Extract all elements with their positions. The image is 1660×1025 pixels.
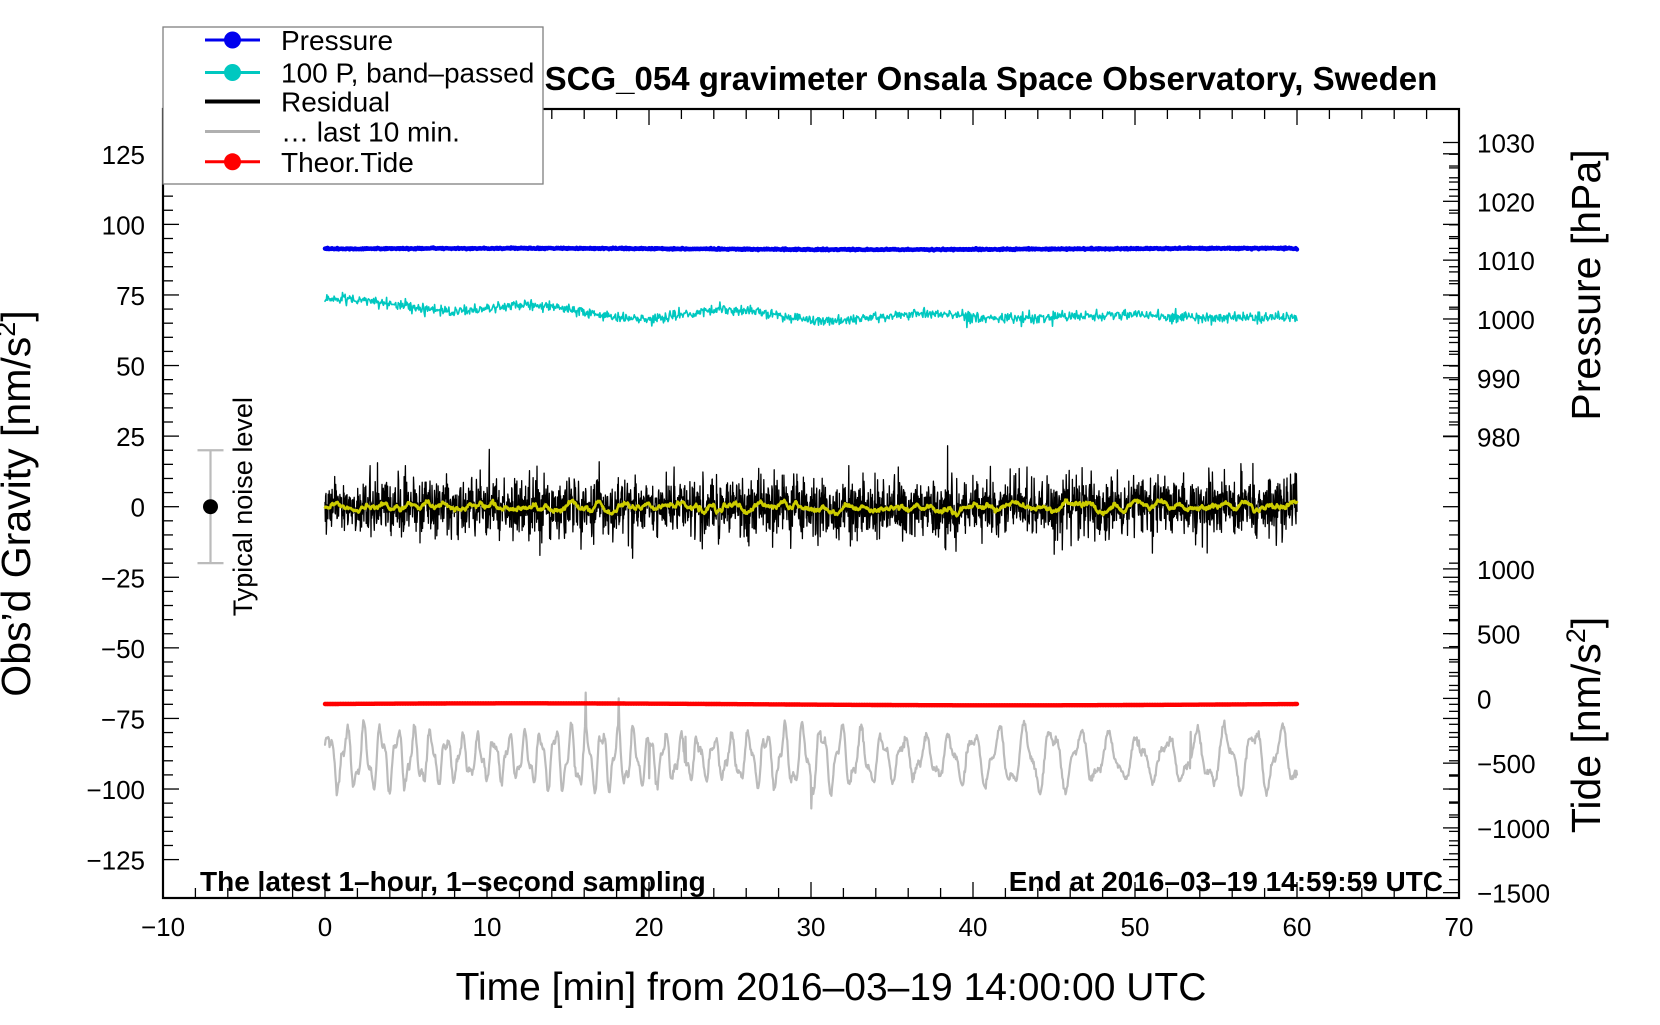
svg-text:1020: 1020: [1477, 187, 1535, 217]
svg-text:125: 125: [102, 140, 145, 170]
svg-text:10: 10: [473, 912, 502, 942]
svg-text:0: 0: [131, 493, 145, 523]
svg-text:Time [min] from 2016–03–19 14:: Time [min] from 2016–03–19 14:00:00 UTC: [456, 966, 1207, 1009]
svg-text:500: 500: [1477, 620, 1520, 650]
svg-text:−100: −100: [86, 775, 145, 805]
svg-text:75: 75: [116, 281, 145, 311]
svg-text:−50: −50: [101, 634, 145, 664]
svg-text:… last 10 min.: … last 10 min.: [281, 117, 460, 148]
svg-text:1000: 1000: [1477, 555, 1535, 585]
svg-text:−25: −25: [101, 563, 145, 593]
svg-text:990: 990: [1477, 364, 1520, 394]
svg-text:50: 50: [1121, 912, 1150, 942]
svg-text:Obs’d Gravity [nm/s2]: Obs’d Gravity [nm/s2]: [0, 310, 39, 696]
svg-text:Typical noise level: Typical noise level: [228, 397, 258, 616]
svg-text:30: 30: [797, 912, 826, 942]
svg-text:1030: 1030: [1477, 129, 1535, 159]
svg-text:100: 100: [102, 210, 145, 240]
svg-text:End at 2016–03–19 14:59:59 UTC: End at 2016–03–19 14:59:59 UTC: [1009, 866, 1443, 897]
svg-text:40: 40: [959, 912, 988, 942]
svg-text:980: 980: [1477, 423, 1520, 453]
svg-text:25: 25: [116, 422, 145, 452]
svg-text:−500: −500: [1477, 749, 1536, 779]
svg-text:0: 0: [1477, 684, 1491, 714]
svg-text:Theor.Tide: Theor.Tide: [281, 147, 414, 178]
svg-text:−1000: −1000: [1477, 814, 1550, 844]
svg-text:The latest 1–hour, 1–second sa: The latest 1–hour, 1–second sampling: [200, 866, 706, 897]
svg-text:60: 60: [1283, 912, 1312, 942]
svg-text:−10: −10: [141, 912, 185, 942]
svg-text:−75: −75: [101, 704, 145, 734]
svg-text:0: 0: [318, 912, 332, 942]
svg-text:70: 70: [1445, 912, 1474, 942]
svg-text:Tide [nm/s2]: Tide [nm/s2]: [1561, 617, 1609, 833]
svg-text:1010: 1010: [1477, 246, 1535, 276]
svg-text:Pressure [hPa]: Pressure [hPa]: [1563, 149, 1609, 420]
svg-text:Pressure: Pressure: [281, 25, 393, 56]
svg-text:Residual: Residual: [281, 87, 390, 118]
svg-text:50: 50: [116, 352, 145, 382]
svg-text:20: 20: [635, 912, 664, 942]
svg-text:SCG_054 gravimeter Onsala Spac: SCG_054 gravimeter Onsala Space Observat…: [545, 60, 1438, 97]
svg-text:100 P, band–passed: 100 P, band–passed: [281, 58, 534, 89]
svg-text:1000: 1000: [1477, 305, 1535, 335]
svg-text:−1500: −1500: [1477, 879, 1550, 909]
svg-text:−125: −125: [86, 846, 145, 876]
